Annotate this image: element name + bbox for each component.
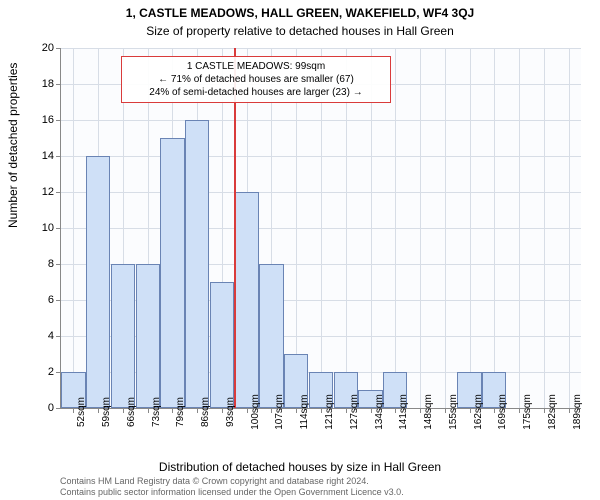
xtick-label: 134sqm <box>374 394 385 430</box>
xtick-mark <box>296 408 297 413</box>
xtick-mark <box>222 408 223 413</box>
histogram-bar <box>160 138 184 408</box>
footer-attribution: Contains HM Land Registry data © Crown c… <box>60 476 590 498</box>
xtick-label: 86sqm <box>200 397 211 427</box>
annotation-box: 1 CASTLE MEADOWS: 99sqm← 71% of detached… <box>121 56 391 103</box>
ytick-label: 12 <box>24 186 54 198</box>
xtick-mark <box>98 408 99 413</box>
x-axis-label: Distribution of detached houses by size … <box>0 460 600 474</box>
gridline-v <box>519 48 520 408</box>
xtick-mark <box>172 408 173 413</box>
gridline-v <box>494 48 495 408</box>
xtick-label: 66sqm <box>126 397 137 427</box>
xtick-label: 100sqm <box>250 394 261 430</box>
gridline-v <box>73 48 74 408</box>
xtick-label: 121sqm <box>324 394 335 430</box>
xtick-mark <box>346 408 347 413</box>
chart-title: 1, CASTLE MEADOWS, HALL GREEN, WAKEFIELD… <box>0 6 600 20</box>
xtick-mark <box>321 408 322 413</box>
ytick-label: 18 <box>24 78 54 90</box>
gridline-v <box>544 48 545 408</box>
xtick-mark <box>569 408 570 413</box>
footer-line-2: Contains public sector information licen… <box>60 487 590 498</box>
xtick-label: 114sqm <box>299 395 310 430</box>
xtick-mark <box>123 408 124 413</box>
histogram-bar <box>259 264 283 408</box>
annotation-title: 1 CASTLE MEADOWS: 99sqm <box>128 60 384 73</box>
ytick-mark <box>56 264 61 265</box>
gridline-v <box>445 48 446 408</box>
ytick-mark <box>56 192 61 193</box>
xtick-label: 189sqm <box>572 394 583 430</box>
ytick-mark <box>56 336 61 337</box>
histogram-bar <box>136 264 160 408</box>
histogram-bar <box>210 282 234 408</box>
xtick-label: 162sqm <box>473 394 484 430</box>
ytick-mark <box>56 300 61 301</box>
chart-subtitle: Size of property relative to detached ho… <box>0 24 600 38</box>
footer-line-1: Contains HM Land Registry data © Crown c… <box>60 476 590 487</box>
xtick-label: 79sqm <box>175 397 186 427</box>
annotation-line-right: 24% of semi-detached houses are larger (… <box>128 86 384 99</box>
ytick-mark <box>56 48 61 49</box>
xtick-label: 59sqm <box>101 397 112 427</box>
xtick-mark <box>420 408 421 413</box>
xtick-label: 169sqm <box>497 394 508 430</box>
xtick-mark <box>494 408 495 413</box>
histogram-bar <box>86 156 110 408</box>
xtick-label: 141sqm <box>398 394 409 430</box>
ytick-mark <box>56 156 61 157</box>
ytick-label: 2 <box>24 366 54 378</box>
xtick-mark <box>395 408 396 413</box>
xtick-mark <box>544 408 545 413</box>
ytick-label: 10 <box>24 222 54 234</box>
xtick-label: 52sqm <box>76 397 87 427</box>
ytick-label: 14 <box>24 150 54 162</box>
xtick-mark <box>445 408 446 413</box>
xtick-mark <box>371 408 372 413</box>
xtick-label: 93sqm <box>225 397 236 427</box>
histogram-bar <box>185 120 209 408</box>
xtick-label: 182sqm <box>547 394 558 430</box>
xtick-mark <box>197 408 198 413</box>
gridline-v <box>569 48 570 408</box>
ytick-label: 0 <box>24 402 54 414</box>
ytick-mark <box>56 228 61 229</box>
gridline-v <box>470 48 471 408</box>
ytick-label: 20 <box>24 42 54 54</box>
xtick-label: 127sqm <box>349 394 360 430</box>
xtick-mark <box>148 408 149 413</box>
histogram-bar <box>235 192 259 408</box>
xtick-mark <box>519 408 520 413</box>
ytick-label: 8 <box>24 258 54 270</box>
plot-area: 1 CASTLE MEADOWS: 99sqm← 71% of detached… <box>60 48 581 409</box>
histogram-bar <box>111 264 135 408</box>
xtick-label: 107sqm <box>274 394 285 430</box>
ytick-mark <box>56 120 61 121</box>
xtick-label: 148sqm <box>423 394 434 430</box>
gridline-v <box>395 48 396 408</box>
ytick-label: 6 <box>24 294 54 306</box>
xtick-mark <box>470 408 471 413</box>
xtick-label: 73sqm <box>151 397 162 427</box>
ytick-mark <box>56 84 61 85</box>
xtick-mark <box>73 408 74 413</box>
annotation-line-left: ← 71% of detached houses are smaller (67… <box>128 73 384 86</box>
xtick-mark <box>247 408 248 413</box>
ytick-mark <box>56 408 61 409</box>
ytick-label: 4 <box>24 330 54 342</box>
y-axis-label: Number of detached properties <box>6 63 20 228</box>
xtick-mark <box>271 408 272 413</box>
xtick-label: 155sqm <box>448 394 459 430</box>
xtick-label: 175sqm <box>522 394 533 430</box>
gridline-v <box>420 48 421 408</box>
ytick-label: 16 <box>24 114 54 126</box>
